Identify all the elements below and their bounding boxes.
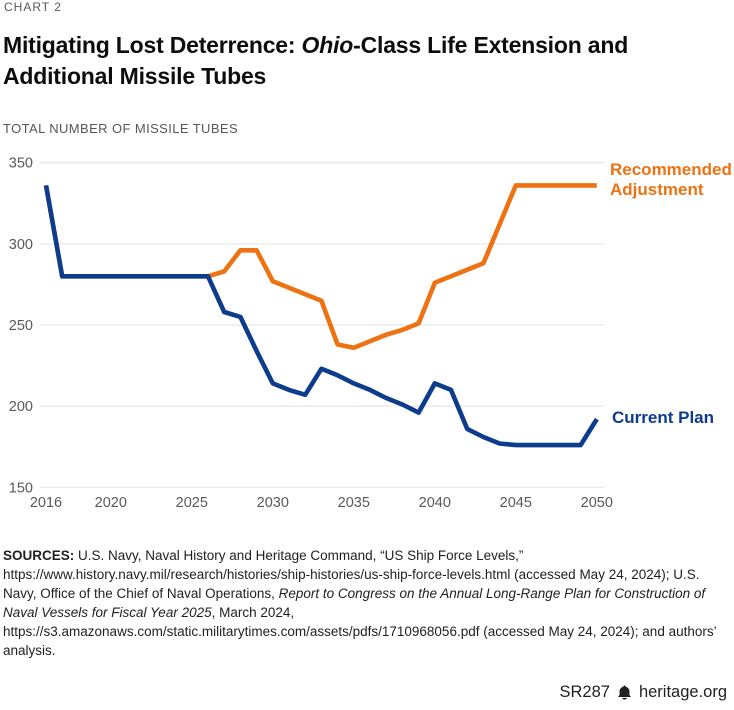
plot-canvas: 150 200 250 300 350 2016 2020 2025 2030 2035 2040 2… [9, 156, 613, 511]
y-axis-title: TOTAL NUMBER OF MISSILE TUBES [3, 121, 239, 136]
series-label-recommended-adjustment: Recommended Adjustment [610, 160, 732, 199]
x-tick-label-2050: 2050 [581, 495, 613, 511]
series-label-current-plan: Current Plan [612, 408, 715, 427]
sources-segment-normal: U.S. Navy, Naval History and Heritage Co… [3, 548, 700, 601]
title-text-line1-end: -Class Life Extension and [353, 32, 629, 58]
chart-kicker: CHART 2 [4, 0, 62, 14]
title-text-pre: Mitigating Lost Deterrence: [3, 32, 302, 58]
x-tick-label-2040: 2040 [419, 495, 451, 511]
y-tick-label-200: 200 [9, 399, 33, 415]
title-text-italic: Ohio [301, 32, 354, 58]
footer: SR287 heritage.org [559, 683, 727, 702]
title-text-line2: Additional Missile Tubes [3, 63, 267, 89]
y-tick-label-350: 350 [9, 156, 33, 172]
report-id: SR287 [559, 683, 610, 701]
sources-segment-italic: Report to Congress on the Annual Long-Ra… [3, 586, 706, 620]
x-tick-label-2035: 2035 [338, 495, 370, 511]
heritage-bell-icon [617, 685, 631, 700]
y-tick-label-300: 300 [9, 237, 33, 253]
chart-title: Mitigating Lost Deterrence: Ohio-Class L… [3, 30, 727, 92]
series-line-current-plan [43, 184, 599, 448]
y-tick-label-150: 150 [9, 480, 33, 496]
x-tick-label-2025: 2025 [176, 495, 208, 511]
series-line-recommended-adjustment [43, 183, 597, 350]
footer-site: heritage.org [638, 683, 727, 701]
line-chart: 150 200 250 300 350 2016 2020 2025 2030 2035 2040 2… [0, 145, 734, 530]
x-tick-label-2030: 2030 [257, 495, 289, 511]
y-tick-label-250: 250 [9, 318, 33, 334]
sources-segment-bold: SOURCES: [3, 548, 79, 563]
x-tick-label-2016: 2016 [30, 495, 62, 511]
x-tick-label-2045: 2045 [500, 495, 532, 511]
sources-note: SOURCES: U.S. Navy, Naval History and He… [3, 546, 733, 660]
x-tick-label-2020: 2020 [95, 495, 127, 511]
sources-segment-normal: , March 2024, https://s3.amazonaws.com/s… [3, 605, 717, 658]
